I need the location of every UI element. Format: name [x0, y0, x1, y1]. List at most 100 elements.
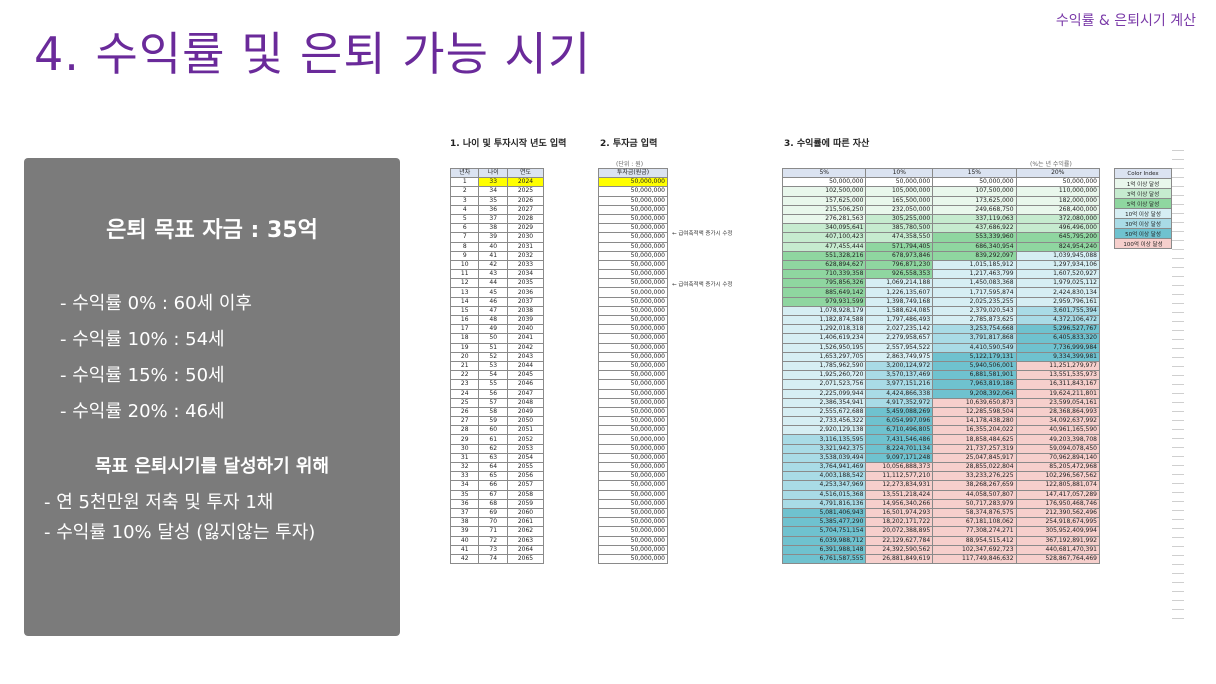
investment-cell[interactable]: 50,000,000: [598, 406, 668, 418]
table-cell: 73: [478, 544, 508, 555]
investment-cell[interactable]: 50,000,000: [598, 544, 668, 555]
table-cell: 2061: [506, 517, 545, 528]
investment-cell[interactable]: 50,000,000: [598, 186, 668, 197]
asset-cell: 6,405,833,320: [1015, 333, 1101, 344]
table-row: 50,000,000 50,000,000 50,000,000 50,000,000: [781, 177, 1101, 188]
investment-cell[interactable]: 50,000,000: [598, 480, 668, 491]
table-cell: 2065: [506, 553, 545, 565]
asset-cell: 6,761,587,555: [781, 553, 867, 565]
investment-cell[interactable]: 50,000,000: [598, 177, 668, 188]
investment-cell[interactable]: 50,000,000: [598, 278, 668, 289]
section-2-title: 2. 투자금 입력: [600, 139, 658, 149]
table-cell: 60: [478, 425, 508, 436]
table-row: 33 65 2056: [449, 471, 545, 482]
table-cell: 21: [449, 360, 480, 372]
table-cell: 46: [478, 296, 508, 307]
table-row: 50,000,000: [598, 305, 668, 317]
investment-cell[interactable]: 50,000,000: [598, 443, 668, 454]
table-cell: 23: [449, 379, 480, 390]
table-row: 34 66 2057: [449, 480, 545, 491]
investment-cell[interactable]: 50,000,000: [598, 269, 668, 280]
table-cell: 11: [449, 269, 480, 280]
investment-cell[interactable]: 50,000,000: [598, 471, 668, 482]
table-cell: 54: [478, 370, 508, 381]
investment-cell[interactable]: 50,000,000: [598, 425, 668, 436]
table-row: 50,000,000: [598, 213, 668, 225]
investment-cell[interactable]: 50,000,000: [598, 213, 668, 225]
table-cell: 40: [478, 241, 508, 252]
investment-cell[interactable]: 50,000,000: [598, 342, 668, 353]
side-note: ← 급여축적액 증가시 수정: [672, 231, 733, 237]
asset-cell: 110,000,000: [1015, 186, 1101, 197]
asset-cell: 5,385,477,290: [781, 517, 867, 528]
investment-cell[interactable]: 50,000,000: [598, 517, 668, 528]
table-cell: 58: [478, 406, 508, 418]
legend-row: 50억 이상 달성: [1114, 228, 1172, 239]
unit-note: (단위 : 원): [616, 161, 644, 168]
investment-cell[interactable]: 50,000,000: [598, 259, 668, 271]
investment-cell[interactable]: 50,000,000: [598, 333, 668, 344]
asset-cell: 2,027,235,142: [865, 324, 934, 335]
table-cell: 2039: [506, 314, 545, 326]
asset-cell: 2,733,456,322: [781, 416, 867, 427]
investment-cell[interactable]: 50,000,000: [598, 379, 668, 390]
table-cell: 2044: [506, 360, 545, 372]
investment-cell[interactable]: 50,000,000: [598, 314, 668, 326]
investment-cell[interactable]: 50,000,000: [598, 498, 668, 509]
investment-cell[interactable]: 50,000,000: [598, 416, 668, 427]
summary-panel: 은퇴 목표 자금 : 35억 - 수익률 0% : 60세 이후 - 수익률 1…: [24, 158, 400, 636]
table-cell: 25: [449, 397, 480, 408]
investment-cell[interactable]: 50,000,000: [598, 360, 668, 372]
table-row: 1,653,297,705 2,863,749,975 5,122,179,131 9…: [781, 351, 1101, 362]
asset-cell: 678,973,846: [865, 250, 934, 261]
asset-cell: 107,500,000: [932, 186, 1017, 197]
table-cell: 2057: [506, 480, 545, 491]
table-row: 26 58 2049: [449, 406, 545, 418]
investment-cell[interactable]: 50,000,000: [598, 204, 668, 215]
investment-cell[interactable]: 50,000,000: [598, 388, 668, 399]
table-cell: 36: [478, 204, 508, 215]
investment-cell[interactable]: 50,000,000: [598, 535, 668, 546]
table-cell: 2032: [506, 250, 545, 261]
asset-cell: 6,881,581,901: [932, 370, 1017, 381]
asset-cell: 1,292,018,318: [781, 324, 867, 335]
table-row: 9 41 2032: [449, 250, 545, 261]
investment-cell[interactable]: 50,000,000: [598, 287, 668, 298]
investment-cell[interactable]: 50,000,000: [598, 296, 668, 307]
investment-cell[interactable]: 50,000,000: [598, 351, 668, 362]
table-row: 50,000,000: [598, 259, 668, 271]
table-row: 38 70 2061: [449, 517, 545, 528]
table-row: 35 67 2058: [449, 489, 545, 500]
asset-cell: 102,347,692,723: [932, 544, 1017, 555]
investment-cell[interactable]: 50,000,000: [598, 553, 668, 565]
investment-cell[interactable]: 50,000,000: [598, 250, 668, 261]
table-cell: 52: [478, 351, 508, 362]
table-cell: 53: [478, 360, 508, 372]
investment-cell[interactable]: 50,000,000: [598, 241, 668, 252]
investment-cell[interactable]: 50,000,000: [598, 507, 668, 519]
asset-cell: 33,233,276,225: [932, 471, 1017, 482]
investment-cell[interactable]: 50,000,000: [598, 526, 668, 537]
table-row: 477,455,444 571,794,405 686,340,954 824,954…: [781, 241, 1101, 252]
table-cell: 34: [478, 186, 508, 197]
asset-cell: 4,791,816,136: [781, 498, 867, 509]
investment-cell[interactable]: 50,000,000: [598, 324, 668, 335]
rate-item: - 수익률 15% : 50세: [60, 365, 225, 386]
investment-cell[interactable]: 50,000,000: [598, 305, 668, 317]
investment-cell[interactable]: 50,000,000: [598, 461, 668, 473]
investment-cell[interactable]: 50,000,000: [598, 232, 668, 243]
table-row: 50,000,000: [598, 351, 668, 362]
legend-row: 3억 이상 달성: [1114, 188, 1172, 199]
asset-cell: 2,279,958,657: [865, 333, 934, 344]
investment-cell[interactable]: 50,000,000: [598, 489, 668, 500]
investment-cell[interactable]: 50,000,000: [598, 195, 668, 206]
table-row: 7 39 2030: [449, 232, 545, 243]
investment-cell[interactable]: 50,000,000: [598, 434, 668, 445]
investment-cell[interactable]: 50,000,000: [598, 370, 668, 381]
table-row: 6,761,587,555 26,881,849,619 117,749,846,6…: [781, 553, 1101, 565]
asset-cell: 5,704,751,154: [781, 526, 867, 537]
table-cell: 51: [478, 342, 508, 353]
investment-cell[interactable]: 50,000,000: [598, 397, 668, 408]
investment-cell[interactable]: 50,000,000: [598, 452, 668, 464]
investment-cell[interactable]: 50,000,000: [598, 223, 668, 234]
